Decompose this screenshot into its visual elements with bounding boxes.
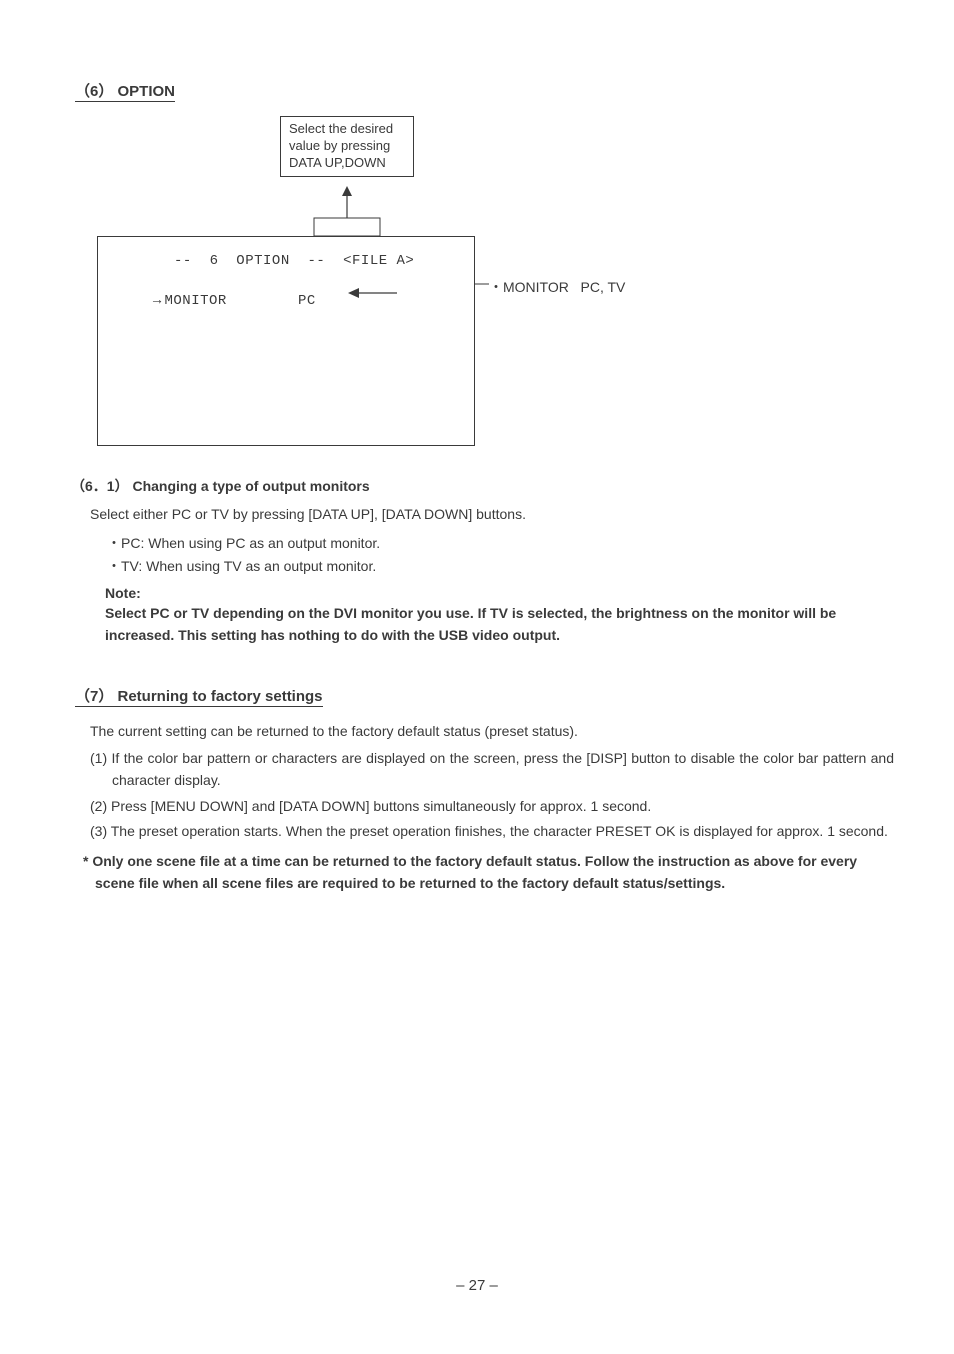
screen-monitor-line: →MONITOR PC xyxy=(150,291,456,309)
section-7-intro: The current setting can be returned to t… xyxy=(90,721,894,743)
page-number-value: 27 xyxy=(469,1277,486,1294)
bullet-item-pc: ・PC: When using PC as an output monitor. xyxy=(107,532,894,556)
factory-reset-steps: (1) If the color bar pattern or characte… xyxy=(90,748,894,843)
step-3: (3) The preset operation starts. When th… xyxy=(90,821,894,843)
bullet-text: PC: When using PC as an output monitor. xyxy=(121,535,380,551)
monitor-options-note: ・MONITOR PC, TV xyxy=(489,277,625,297)
bullet-dot-icon: ・ xyxy=(107,532,121,556)
screen-title-line: -- 6 OPTION -- <FILE A> xyxy=(174,253,456,269)
page-dash-right: – xyxy=(485,1277,498,1294)
step-1: (1) If the color bar pattern or characte… xyxy=(90,748,894,791)
bullet-text: TV: When using TV as an output monitor. xyxy=(121,558,376,574)
note-body: Select PC or TV depending on the DVI mon… xyxy=(105,603,894,646)
monitor-label: MONITOR xyxy=(165,293,227,309)
scene-file-note: * Only one scene file at a time can be r… xyxy=(83,851,894,894)
option-diagram: Select the desired value by pressing DAT… xyxy=(75,116,894,456)
section-6-heading: （6） OPTION xyxy=(75,80,175,102)
bullet-dot-icon: ・ xyxy=(107,555,121,579)
note-label: Note: xyxy=(105,585,894,601)
subsection-6-1-heading: （6．1） Changing a type of output monitors xyxy=(71,476,894,496)
section-7-heading: （7） Returning to factory settings xyxy=(75,685,323,707)
bullet-item-tv: ・TV: When using TV as an output monitor. xyxy=(107,555,894,579)
cursor-arrow-icon: → xyxy=(150,291,165,307)
subsection-6-1-intro: Select either PC or TV by pressing [DATA… xyxy=(90,504,894,526)
monitor-bullet-list: ・PC: When using PC as an output monitor.… xyxy=(107,532,894,580)
page-number: – 27 – xyxy=(0,1277,954,1294)
monitor-value: PC xyxy=(298,293,316,309)
page-dash-left: – xyxy=(456,1277,469,1294)
menu-screen: -- 6 OPTION -- <FILE A> →MONITOR PC xyxy=(97,236,475,446)
tooltip-box: Select the desired value by pressing DAT… xyxy=(280,116,414,177)
step-2: (2) Press [MENU DOWN] and [DATA DOWN] bu… xyxy=(90,796,894,818)
